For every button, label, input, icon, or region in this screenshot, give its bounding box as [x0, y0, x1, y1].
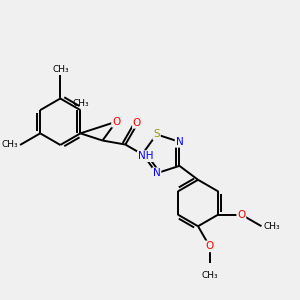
- Text: S: S: [153, 129, 160, 140]
- Text: CH₃: CH₃: [72, 100, 89, 109]
- Text: O: O: [237, 210, 245, 220]
- Text: CH₃: CH₃: [52, 65, 69, 74]
- Text: CH₃: CH₃: [2, 140, 19, 149]
- Text: O: O: [206, 241, 214, 251]
- Text: O: O: [133, 118, 141, 128]
- Text: N: N: [176, 137, 183, 147]
- Text: CH₃: CH₃: [201, 271, 218, 280]
- Text: N: N: [153, 168, 160, 178]
- Text: NH: NH: [138, 151, 153, 161]
- Text: CH₃: CH₃: [263, 222, 280, 231]
- Text: O: O: [112, 117, 120, 127]
